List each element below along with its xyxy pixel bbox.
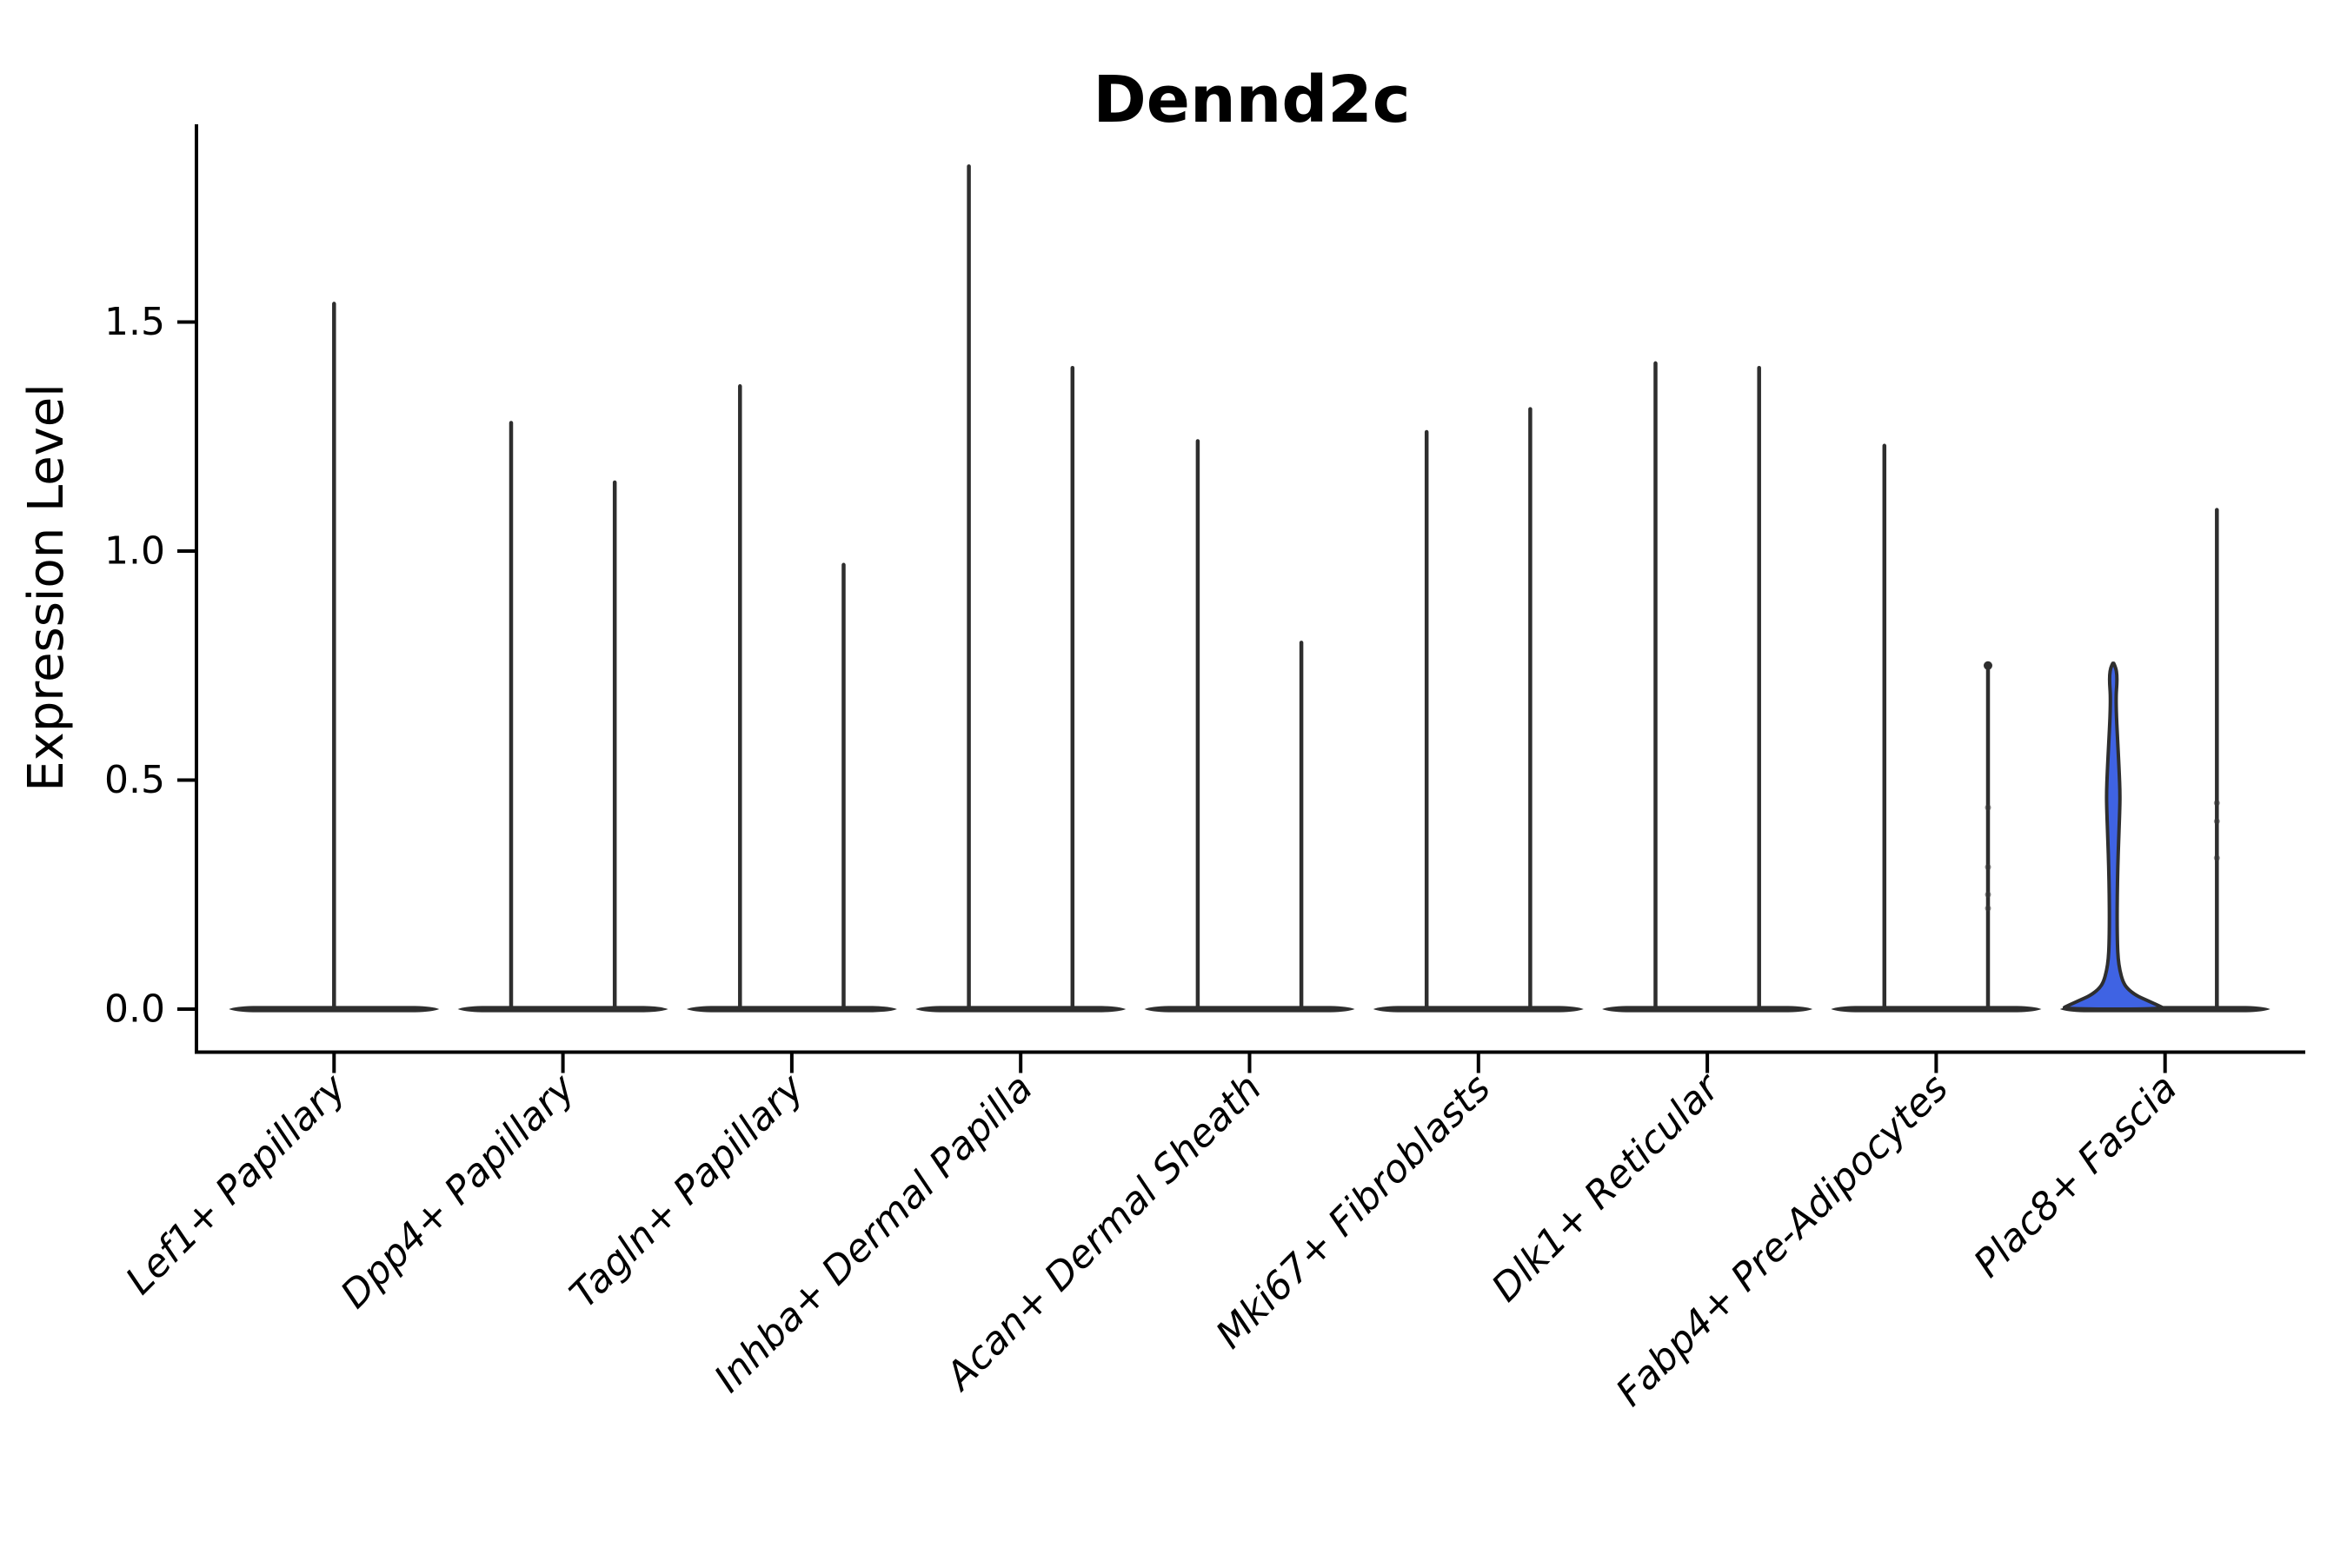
y-tick-label: 0.5 [104, 758, 165, 802]
jitter-point-plac8-fascia [2213, 854, 2220, 861]
violin-spike-knob-fabp4-pre-adipocytes [1984, 661, 1992, 670]
axes-layer [177, 124, 2305, 1073]
violin-base-inhba-dermal-papilla [915, 1006, 1127, 1013]
jitter-point-fabp4-pre-adipocytes [1985, 804, 1991, 811]
violin-base-dpp4-papillary [457, 1006, 668, 1013]
y-tick-label: 1.0 [104, 529, 165, 574]
y-tick-label: 0.0 [104, 987, 165, 1032]
x-tick-label-tagln-papillary: Tagln+ Papillary [562, 1066, 813, 1317]
jitter-point-fabp4-pre-adipocytes [1985, 905, 1991, 912]
violin-highlight-plac8-fascia [2063, 661, 2164, 1011]
x-tick-label-plac8-fascia: Plac8+ Fascia [1965, 1066, 2185, 1286]
y-axis-label: Expression Level [18, 383, 75, 792]
x-tick-label-dpp4-papillary: Dpp4+ Papillary [332, 1066, 584, 1318]
violin-base-mki67-fibroblasts [1373, 1006, 1584, 1013]
violin-base-fabp4-pre-adipocytes [1831, 1006, 2042, 1013]
violin-base-dlk1-reticular [1602, 1006, 1813, 1013]
jitter-point-plac8-fascia [2213, 818, 2220, 825]
jitter-point-plac8-fascia [2213, 800, 2220, 807]
violin-base-tagln-papillary [686, 1006, 897, 1013]
jitter-point-fabp4-pre-adipocytes [1985, 891, 1991, 898]
x-tick-label-dlk1-reticular: Dlk1+ Reticular [1484, 1064, 1730, 1310]
violin-base-acan-dermal-sheath [1144, 1006, 1355, 1013]
jitter-point-fabp4-pre-adipocytes [1985, 864, 1991, 871]
chart-title: Dennd2c [1093, 63, 1410, 137]
y-tick-label: 1.5 [104, 300, 165, 344]
x-tick-label-lef1-papillary: Lef1+ Papillary [117, 1066, 356, 1304]
violins-layer [229, 164, 2271, 1013]
